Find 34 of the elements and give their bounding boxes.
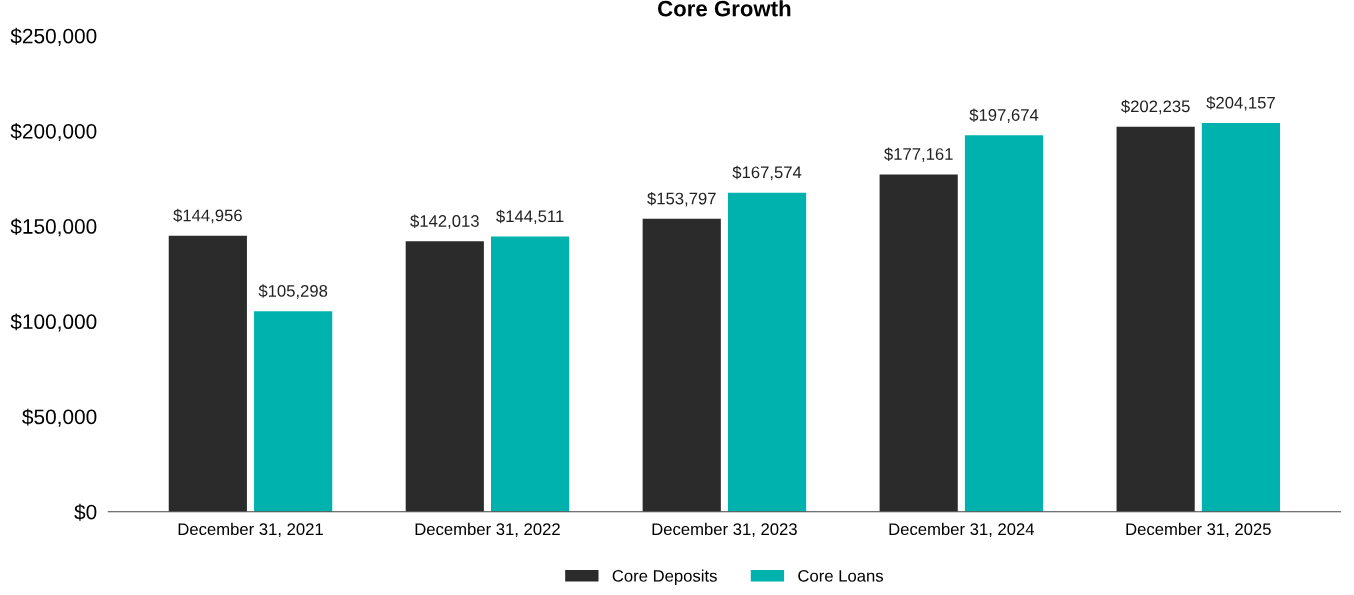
bar — [964, 135, 1044, 512]
data-label: $202,235 — [1121, 99, 1190, 115]
bar — [405, 241, 484, 512]
data-label: $144,511 — [496, 209, 564, 225]
data-label: $153,797 — [647, 191, 716, 207]
x-tick-label: December 31, 2023 — [652, 522, 797, 538]
bar — [1201, 122, 1281, 512]
data-label: $142,013 — [410, 214, 479, 229]
data-label: $204,157 — [1206, 96, 1275, 111]
legend-label: Core Deposits — [612, 569, 717, 586]
y-tick-label: $150,000 — [10, 218, 97, 237]
bar — [490, 236, 570, 512]
bar — [254, 311, 333, 512]
y-tick-label: $100,000 — [10, 313, 97, 332]
data-label: $167,574 — [732, 165, 802, 181]
bar — [727, 192, 807, 512]
x-tick-label: December 31, 2021 — [178, 522, 323, 538]
bar — [1116, 126, 1195, 512]
legend-label: Core Loans — [798, 569, 883, 582]
x-tick-label: December 31, 2025 — [1126, 522, 1271, 538]
y-tick-label: $0 — [74, 503, 97, 521]
chart-title: Core Growth — [658, 0, 791, 17]
x-tick-label: December 31, 2022 — [415, 522, 560, 538]
bar — [642, 218, 721, 512]
data-label: $177,161 — [884, 147, 953, 162]
y-tick-label: $250,000 — [10, 27, 97, 46]
bar — [879, 174, 958, 512]
x-tick-label: December 31, 2024 — [889, 522, 1035, 538]
y-tick-label: $200,000 — [10, 123, 97, 142]
data-label: $144,956 — [173, 208, 242, 224]
y-tick-label: $50,000 — [22, 408, 97, 427]
data-label: $105,298 — [258, 284, 328, 299]
data-label: $197,674 — [969, 108, 1039, 123]
bar — [168, 235, 247, 512]
